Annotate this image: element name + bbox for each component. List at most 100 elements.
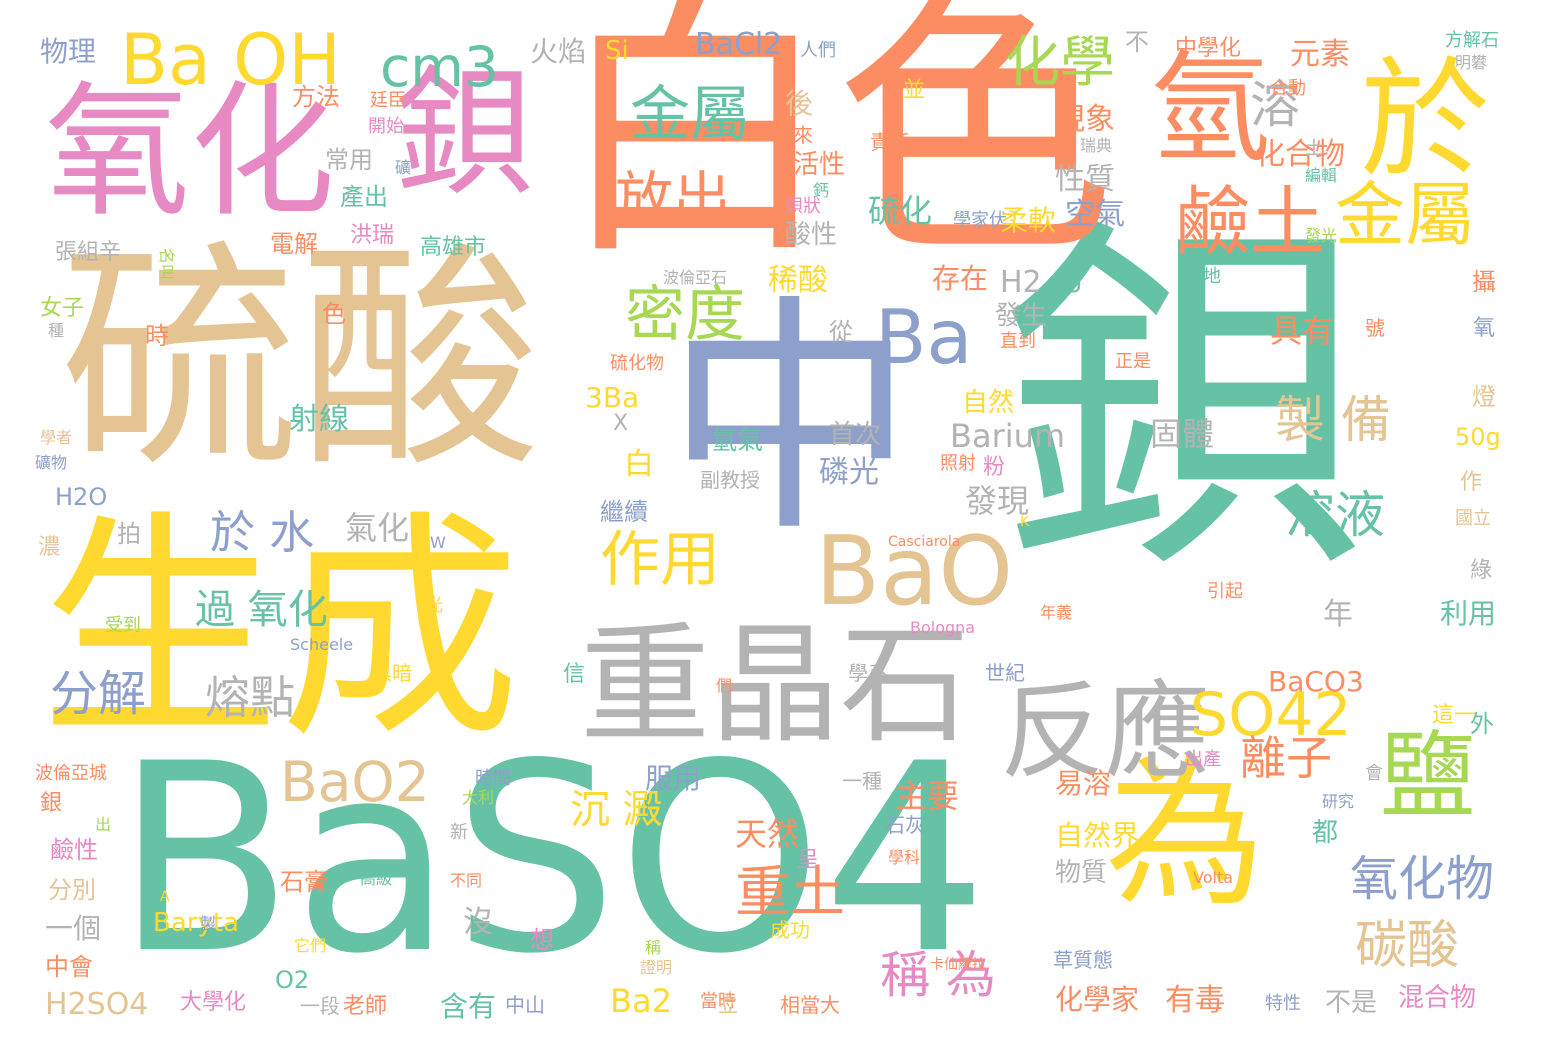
cloud-word-cjk-2: 白色 (555, 0, 1115, 293)
cloud-word-cjk-90: 存在 (932, 262, 989, 295)
cloud-word-cjk-193: 土 (1305, 138, 1323, 159)
cloud-word-cjk-60: 方法 (292, 83, 340, 111)
cloud-word-cjk-134: 中山 (505, 993, 545, 1017)
cloud-word-cjk-21: 溶 (1250, 76, 1300, 134)
cloud-word-cjk-46: 硫化 (868, 192, 933, 230)
cloud-word-bao-13: BaO (815, 517, 1014, 627)
cloud-word-baryta-171: Baryta (153, 908, 239, 938)
cloud-word-cjk-57: 人們 (800, 40, 836, 61)
cloud-word-cjk-8: 於 (1360, 44, 1491, 196)
cloud-word-cjk-162: 新 (450, 822, 468, 843)
cloud-word-cjk-146: 銀 (40, 791, 63, 816)
cloud-word-cjk-18: 化學 (1005, 30, 1116, 94)
cloud-word-cjk-94: 直到 (1000, 331, 1036, 352)
cloud-word-cjk-195: 發光 (1305, 226, 1338, 245)
cloud-word-cjk-197: 繼續 (600, 498, 648, 526)
cloud-word-cjk-186: 鋇狀 (785, 196, 821, 217)
cloud-word-cjk-83: 磷光 (819, 455, 879, 490)
cloud-word-cjk-144: 分別 (48, 876, 96, 904)
cloud-word-cjk-70: 女子 (40, 296, 85, 321)
cloud-word-cjk-124: 出產 (1185, 749, 1221, 770)
cloud-word-cjk-118: 物質 (1055, 858, 1108, 888)
cloud-word-cjk-23: 放出 (615, 165, 732, 233)
cloud-word-cjk-160: 一種 (842, 769, 882, 793)
cloud-word-cjk-52: 火焰 (530, 35, 587, 68)
cloud-word-cjk-11: 重晶石 (580, 609, 971, 761)
cloud-word-a-174: A (160, 889, 170, 905)
cloud-word-cjk-110: 外 (1470, 710, 1494, 738)
cloud-word-g-92: g (1066, 264, 1083, 294)
cloud-word-cjk-151: 光 (425, 595, 443, 616)
cloud-word-baco3-112: BaCO3 (1268, 665, 1364, 698)
cloud-word-cjk-55: 不 (1125, 28, 1149, 56)
cloud-word-h2-91: H2 (1000, 265, 1042, 300)
cloud-word-cjk-74: 射線 (289, 402, 349, 437)
cloud-word-cjk-191: 指出 (970, 138, 1003, 157)
cloud-word-so42-26: SO42 (1190, 680, 1352, 750)
cloud-word-cjk-53: 物理 (40, 35, 97, 68)
cloud-word-casciarola-170: Casciarola (888, 534, 961, 550)
cloud-word-cjk-65: 洪瑞 (350, 223, 395, 248)
cloud-word-cjk-97: 硫化物 (610, 353, 664, 374)
cloud-word-cjk-43: 現象 (1055, 102, 1115, 137)
cloud-word-cjk-59: 明礬 (1455, 53, 1488, 72)
cloud-word-bacl2-51: BaCl2 (695, 27, 783, 62)
cloud-word-cjk-69: 名叫 (157, 247, 177, 281)
cloud-word-cjk-121: 研究 (1322, 792, 1355, 811)
cloud-word-cjk-111: 這一 (1432, 703, 1477, 728)
cloud-word-cjk-103: 氧 (1473, 316, 1496, 341)
cloud-word-50g-105: 50g (1455, 423, 1501, 451)
cloud-word-cjk-62: 開始 (368, 116, 404, 137)
cloud-word-cjk-58: 方解石 (1445, 30, 1499, 51)
cloud-word-cjk-15: 鹽 (1380, 722, 1476, 832)
cloud-word-cjk-142: 中會 (45, 953, 93, 981)
cloud-word-cjk-117: 自然界 (1055, 819, 1140, 852)
cloud-word-cjk-72: 時 (145, 322, 169, 350)
cloud-word-cjk-86: 副教授 (700, 468, 760, 492)
cloud-word-cjk-126: 混合物 (1398, 983, 1477, 1013)
cloud-word-cjk-6: 氧化 (45, 68, 335, 237)
cloud-word-cjk-140: 大學化 (180, 990, 247, 1015)
cloud-word-cjk-125: 引起 (1207, 581, 1243, 602)
cloud-word-cjk-166: 石灰 (885, 813, 925, 837)
cloud-word-cjk-175: 稱 (645, 938, 662, 957)
cloud-word-cjk-104: 燈 (1472, 383, 1496, 411)
cloud-word-cjk-101: 號 (1365, 316, 1385, 340)
cloud-word-cjk-152: 黑暗 (372, 661, 412, 685)
cloud-word-cjk-107: 國立 (1455, 508, 1491, 529)
cloud-word-h2so4-141: H2SO4 (45, 987, 149, 1022)
cloud-word-cjk-73: 色 (322, 300, 346, 328)
cloud-word-cjk-66: 高雄市 (420, 235, 487, 260)
cloud-word-cjk-37: 熔點 (205, 671, 296, 724)
cloud-word-cjk-35: 於 水 (210, 506, 315, 559)
cloud-word-cjk-196: 當地 (1185, 266, 1221, 287)
cloud-word-cjk-177: 成功 (770, 918, 810, 942)
cloud-word-cjk-173: 它們 (294, 936, 327, 955)
cloud-word-cjk-176: 證明 (640, 958, 673, 977)
cloud-word-cjk-85: 氫氣 (711, 426, 764, 456)
cloud-word-cjk-50: 氣化 (345, 509, 410, 547)
cloud-word-cjk-172: 製 (200, 914, 217, 933)
cloud-word-cjk-108: 綠 (1470, 558, 1493, 583)
cloud-word-cjk-167: 學科 (888, 848, 921, 867)
cloud-word-cjk-109: 利用 (1440, 597, 1497, 630)
cloud-word-cjk-122: 瑞典 (1080, 136, 1113, 155)
cloud-word-cjk-154: 們 (716, 676, 733, 695)
cloud-word-cjk-106: 作 (1460, 470, 1483, 495)
cloud-word-cjk-93: 發生 (995, 301, 1048, 331)
cloud-word-cjk-127: 不是 (1325, 988, 1378, 1018)
cloud-word-cjk-41: 元素 (1290, 37, 1350, 72)
cloud-word-cjk-9: 氫 (1150, 40, 1270, 179)
cloud-word-cjk-155: 學系 (848, 661, 888, 685)
cloud-word-cjk-84: 首次 (829, 420, 882, 450)
cloud-word-cjk-71: 種 (48, 321, 65, 340)
cloud-word-cjk-143: 一個 (45, 912, 102, 945)
cloud-word-cjk-96: 酸性 (785, 220, 838, 250)
cloud-word-cjk-44: 性質 (1055, 162, 1115, 197)
cloud-word-cjk-67: 電解 (270, 230, 318, 258)
cloud-word-cjk-163: 石膏 (280, 868, 328, 896)
cloud-word-cjk-123: 會 (1365, 763, 1383, 784)
cloud-word-cjk-63: 常用 (325, 146, 373, 174)
cloud-word-cjk-185: 鈣 (813, 181, 830, 200)
cloud-word-cjk-68: 張組辛 (55, 240, 122, 265)
